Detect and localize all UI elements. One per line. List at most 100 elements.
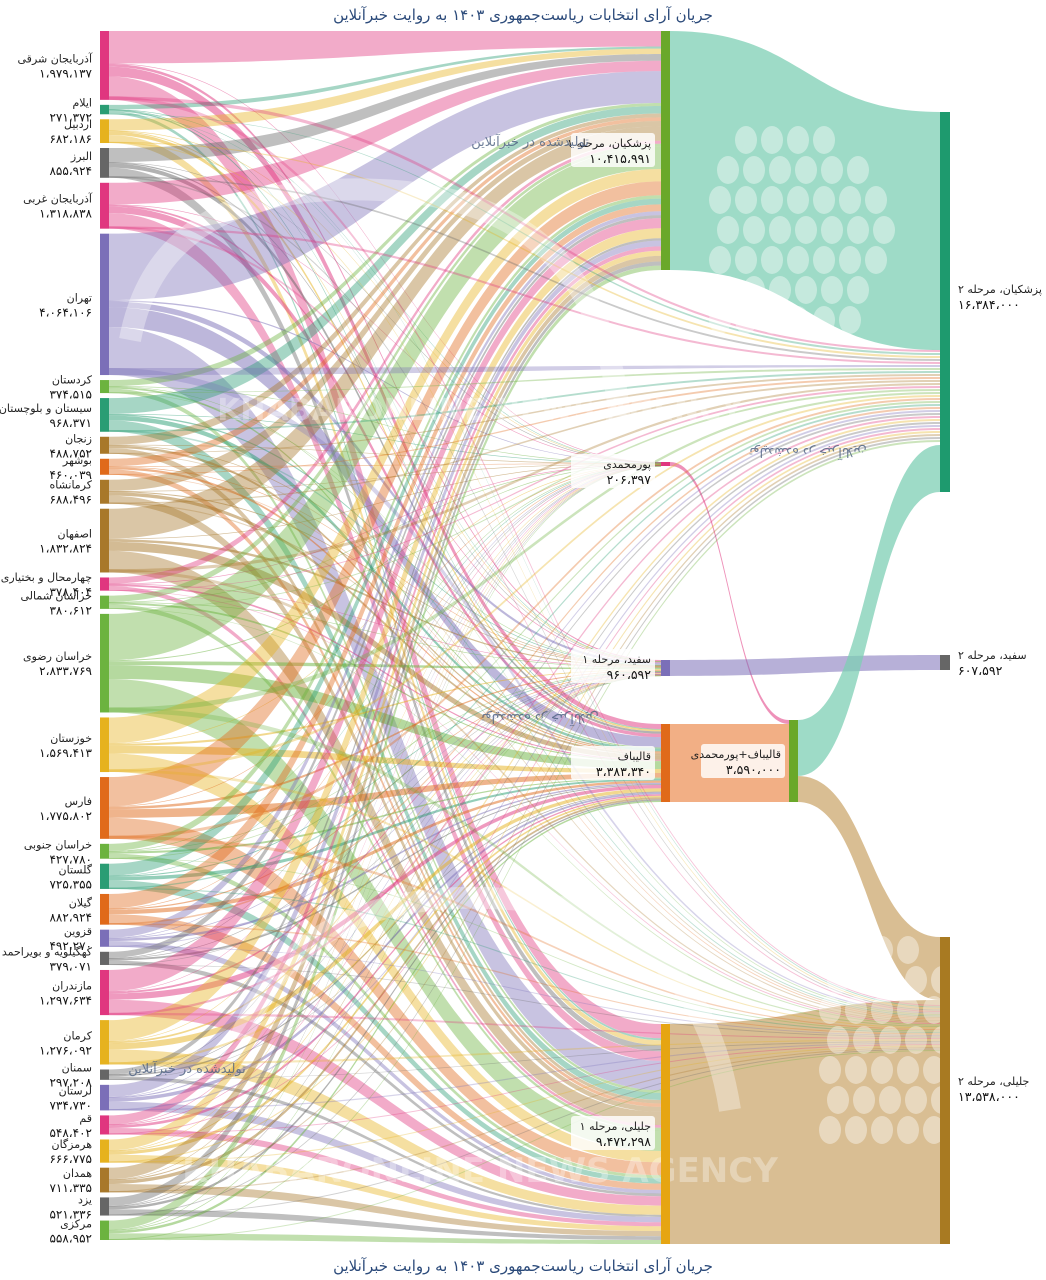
round2-value: ۶۰۷،۵۹۲ bbox=[958, 663, 1003, 678]
flow-link bbox=[109, 240, 661, 1097]
flow-link bbox=[109, 120, 661, 492]
source-value: ۱،۲۷۶،۰۹۲ bbox=[39, 1043, 92, 1057]
flow-link bbox=[109, 465, 661, 1180]
flow-link bbox=[109, 799, 661, 1210]
flow-link bbox=[109, 583, 661, 668]
flow-link-merge-jalili bbox=[798, 776, 940, 1000]
flow-link bbox=[109, 204, 661, 663]
flow-link bbox=[109, 113, 661, 445]
flow-link-new bbox=[109, 1047, 940, 1193]
source-name: سمنان bbox=[62, 1062, 92, 1075]
flow-link bbox=[109, 465, 661, 1207]
flow-link bbox=[109, 204, 661, 909]
flow-link-new bbox=[109, 430, 940, 1017]
source-node bbox=[100, 929, 109, 947]
merge-node bbox=[789, 720, 798, 802]
watermark-dot bbox=[813, 186, 835, 214]
flow-link-new bbox=[109, 428, 940, 1135]
flow-link bbox=[109, 195, 661, 851]
flow-link bbox=[109, 465, 661, 1125]
flow-link-new bbox=[109, 176, 940, 361]
flow-link bbox=[109, 162, 661, 463]
flow-link-new bbox=[109, 141, 940, 1010]
flow-link bbox=[109, 672, 661, 959]
source-name: خوزستان bbox=[50, 732, 92, 745]
flow-link bbox=[109, 492, 661, 756]
flow-link bbox=[109, 307, 661, 748]
watermark-dot bbox=[845, 996, 867, 1024]
flow-link bbox=[109, 785, 661, 1000]
source-value: ۸۵۵،۹۲۴ bbox=[49, 164, 92, 178]
flow-link-new bbox=[109, 389, 940, 609]
flow-link bbox=[109, 469, 661, 1107]
flow-link bbox=[109, 162, 661, 663]
watermark-text: KHABARONLINE NEWS AGENCY bbox=[182, 1151, 778, 1191]
watermark-dot bbox=[735, 306, 757, 334]
flow-link bbox=[109, 550, 661, 1126]
round2-node bbox=[940, 655, 950, 670]
source-node bbox=[100, 951, 109, 965]
flow-link bbox=[109, 797, 661, 1185]
source-node bbox=[100, 1197, 109, 1216]
watermark-dot bbox=[897, 936, 919, 964]
source-node bbox=[100, 436, 109, 454]
source-name: خراسان جنوبی bbox=[24, 838, 92, 851]
flow-link bbox=[109, 103, 661, 387]
source-node bbox=[100, 119, 109, 144]
source-name: فارس bbox=[65, 795, 92, 808]
watermark-text: KHABARONLINE NEWS AGENCY bbox=[217, 393, 744, 428]
flow-link-pezeshkian bbox=[670, 31, 940, 350]
flow-link bbox=[109, 64, 661, 662]
flow-link bbox=[109, 167, 661, 1052]
watermark-dot bbox=[819, 996, 841, 1024]
flow-link bbox=[109, 1127, 661, 1227]
source-name: آذربایجان غربی bbox=[23, 192, 93, 206]
source-name: گیلان bbox=[69, 896, 93, 909]
watermark-dot bbox=[813, 126, 835, 154]
flow-nodes bbox=[100, 31, 950, 1244]
flow-link bbox=[109, 76, 661, 1039]
round1-label-value: ۹،۴۷۲،۲۹۸ bbox=[596, 1134, 651, 1149]
flow-link bbox=[109, 672, 661, 939]
flow-link-new bbox=[109, 392, 940, 713]
watermark-dot bbox=[847, 276, 869, 304]
flow-link bbox=[109, 678, 661, 1152]
watermark-dot bbox=[847, 156, 869, 184]
watermark-dot bbox=[871, 1116, 893, 1144]
source-name: ایلام bbox=[73, 97, 93, 110]
watermark-dot bbox=[879, 1086, 901, 1114]
flow-link-new bbox=[109, 857, 940, 1032]
flow-link bbox=[109, 386, 661, 749]
flow-link bbox=[109, 1209, 661, 1240]
watermark-dot bbox=[761, 186, 783, 214]
flow-link bbox=[109, 495, 661, 1112]
flow-link-blank bbox=[670, 655, 940, 676]
watermark-dot bbox=[839, 246, 861, 274]
round1-label-value: ۳،۳۸۳،۳۴۰ bbox=[596, 764, 651, 779]
source-value: ۷۱۱،۳۳۵ bbox=[49, 1181, 92, 1195]
flow-link-new bbox=[109, 452, 940, 1018]
watermark-dot bbox=[897, 1116, 919, 1144]
flow-link bbox=[109, 66, 661, 730]
round2-value: ۱۶،۳۸۴،۰۰۰ bbox=[958, 297, 1020, 312]
round1-label: پورمحمدی bbox=[603, 458, 651, 471]
flow-link-new bbox=[109, 425, 940, 1111]
flow-link bbox=[109, 541, 661, 760]
flow-link bbox=[109, 671, 661, 877]
watermark-dot bbox=[813, 246, 835, 274]
flow-link-new bbox=[109, 113, 940, 1008]
flow-link bbox=[109, 463, 661, 492]
watermark-dot bbox=[735, 186, 757, 214]
flow-link-new bbox=[109, 395, 940, 773]
round1-label-value: ۲۰۶،۳۹۷ bbox=[607, 472, 652, 487]
round2-name: پزشکیان، مرحله ۲ bbox=[958, 283, 1042, 296]
flow-link-new bbox=[109, 923, 940, 1035]
flow-link bbox=[109, 464, 661, 877]
flow-link bbox=[109, 131, 661, 732]
watermark-dot bbox=[735, 246, 757, 274]
flow-link-new bbox=[109, 407, 940, 925]
flow-link bbox=[109, 464, 661, 744]
source-value: ۵۲۱،۳۳۶ bbox=[49, 1207, 92, 1221]
round2-node bbox=[940, 937, 950, 1244]
